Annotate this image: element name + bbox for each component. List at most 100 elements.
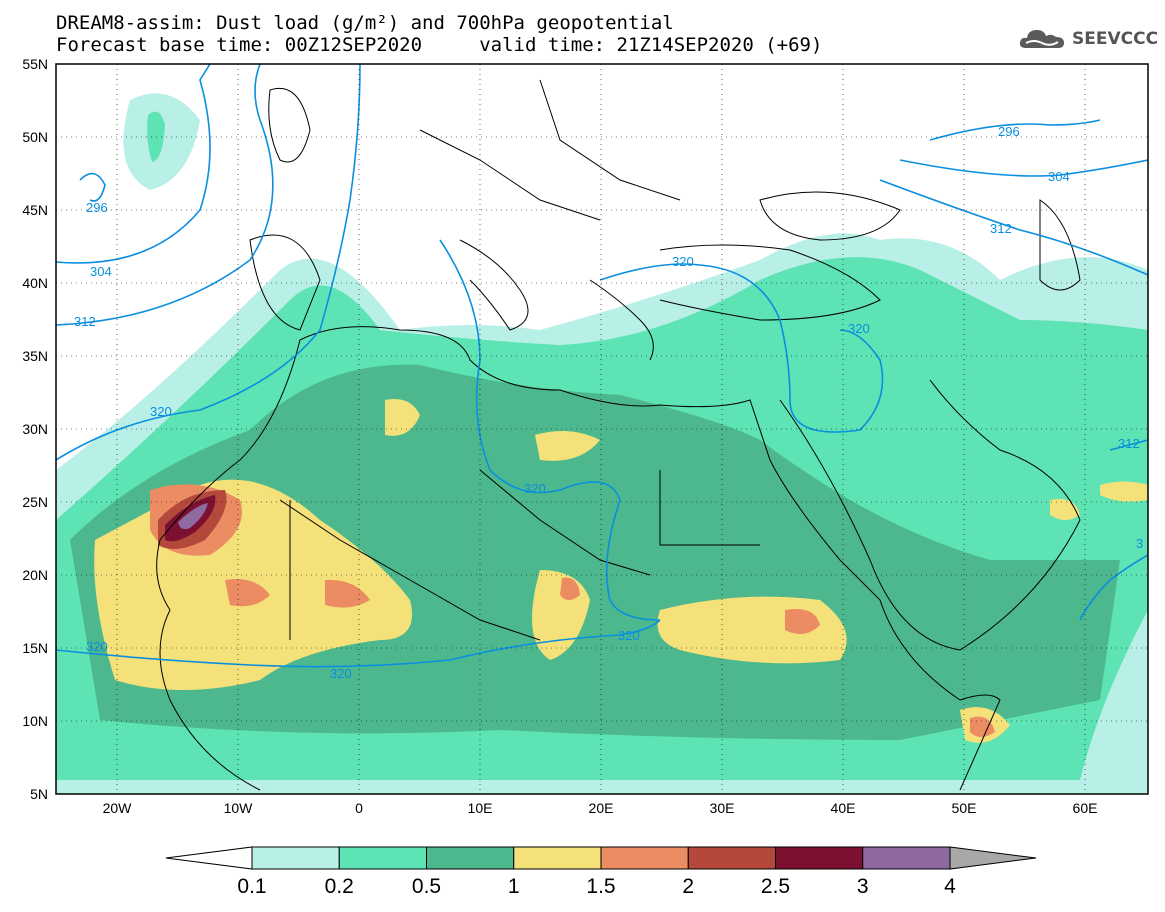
border-sahara-1	[279, 499, 541, 641]
contour-label: 320	[848, 321, 870, 336]
dust-level-1.5-e	[970, 716, 995, 737]
seevccc-logo: SEEVCCC	[1018, 26, 1158, 52]
contour-label: 320	[618, 628, 640, 643]
lon-labels: 20W 10W 0 10E 20E 30E 40E 50E 60E	[103, 800, 1098, 816]
contour-304-west	[56, 64, 211, 264]
dust-level-1.5-f	[560, 577, 580, 600]
colorbar-tick-label: 3	[857, 875, 869, 898]
coast-greece	[589, 279, 654, 361]
dust-level-1.5-c	[325, 579, 370, 608]
contour-label: 312	[990, 221, 1012, 236]
coast-italy	[459, 239, 529, 331]
lat-label: 20N	[22, 567, 48, 583]
colorbar-tick-label: 1	[508, 875, 520, 898]
contour-label: 320	[672, 254, 694, 269]
contour-label: 3	[1136, 536, 1143, 551]
contour-label: 296	[998, 124, 1020, 139]
colorbar-bin	[775, 846, 864, 870]
colorbar-bin	[251, 846, 340, 870]
contour-label: 320	[524, 481, 546, 496]
dust-level-1-d	[385, 399, 420, 436]
lon-label: 0	[355, 800, 363, 816]
contour-320-east	[599, 263, 884, 433]
colorbar-bin	[426, 846, 515, 870]
coast-turkey	[659, 244, 881, 321]
coast-caspian	[1039, 199, 1081, 291]
cloud-icon	[1019, 30, 1064, 48]
contour-label: 304	[90, 264, 112, 279]
colorbar-tick-label: 0.2	[325, 875, 354, 898]
forecast-times: Forecast base time: 00Z12SEP2020 valid t…	[56, 34, 823, 56]
colorbar-tick-label: 2	[682, 875, 694, 898]
lon-label: 60E	[1073, 800, 1098, 816]
colorbar-bin	[862, 846, 951, 870]
lat-label: 10N	[22, 713, 48, 729]
contour-label: 320	[86, 639, 108, 654]
colorbar-tick-label: 0.1	[237, 875, 266, 898]
dust-level-1-e	[535, 431, 600, 461]
lon-label: 10E	[468, 800, 493, 816]
colorbar-tick-label: 1.5	[586, 875, 615, 898]
coast-africa-west	[156, 459, 261, 791]
contour-labels: 296 304 312 296 304 312 320 320 320 320 …	[74, 124, 1143, 681]
coastlines	[156, 79, 1081, 791]
lon-label: 40E	[831, 800, 856, 816]
colorbar-under-arrow	[165, 846, 253, 870]
contour-label: 296	[86, 200, 108, 215]
coast-arabia	[779, 379, 1081, 651]
contour-320-main	[56, 619, 661, 668]
border-europe-1	[419, 129, 601, 221]
dust-level-3	[178, 503, 208, 530]
logo-text: SEEVCCC	[1072, 29, 1159, 49]
contour-296-west	[79, 172, 106, 202]
contour-312-west	[56, 64, 274, 326]
lon-label: 20W	[103, 800, 133, 816]
dust-level-1-h	[1100, 481, 1148, 502]
colorbar: 0.1 0.2 0.5 1 1.5 2 2.5 3 4	[165, 846, 1037, 898]
lat-label: 25N	[22, 494, 48, 510]
colorbar-bin	[338, 846, 427, 870]
contour-label: 304	[1048, 169, 1070, 184]
coast-uk	[268, 88, 311, 163]
lat-label: 40N	[22, 275, 48, 291]
colorbar-bin	[513, 846, 602, 870]
colorbar-bin	[600, 846, 689, 870]
lat-label: 5N	[30, 786, 48, 802]
colorbar-over-arrow	[949, 846, 1037, 870]
border-sahara-2	[479, 469, 651, 576]
lat-label: 50N	[22, 129, 48, 145]
colorbar-tick-label: 0.5	[412, 875, 441, 898]
contour-312-north	[879, 179, 1148, 276]
graticule	[56, 64, 1148, 794]
contour-label: 320	[330, 666, 352, 681]
contour-label: 320	[150, 404, 172, 419]
border-sahara-3	[659, 470, 760, 546]
coast-africa-north	[239, 326, 1001, 791]
contour-320-west	[56, 64, 361, 461]
colorbar-tick-label: 2.5	[761, 875, 790, 898]
lat-label: 35N	[22, 348, 48, 364]
dust-level-1.5-d	[785, 609, 820, 634]
lat-label: 30N	[22, 421, 48, 437]
lat-label: 15N	[22, 640, 48, 656]
contour-296-north	[929, 119, 1101, 141]
lon-label: 30E	[710, 800, 735, 816]
contour-304-north	[899, 159, 1148, 177]
lat-label: 55N	[22, 56, 48, 72]
lat-label: 45N	[22, 202, 48, 218]
dust-level-1.5-b	[225, 579, 270, 607]
contour-312-east	[1109, 439, 1148, 451]
lon-label: 20E	[589, 800, 614, 816]
contour-320-east2	[1079, 554, 1148, 621]
lat-labels: 55N 50N 45N 40N 35N 30N 25N 20N 15N 10N …	[22, 56, 48, 802]
contour-label: 312	[1118, 436, 1140, 451]
colorbar-tick-label: 4	[944, 875, 956, 898]
coast-europe	[249, 234, 321, 331]
border-europe-2	[539, 79, 681, 201]
colorbar-bin	[687, 846, 776, 870]
lon-label: 50E	[952, 800, 977, 816]
coast-blacksea	[759, 191, 901, 241]
chart-title: DREAM8-assim: Dust load (g/m²) and 700hP…	[56, 12, 674, 34]
lon-label: 10W	[224, 800, 254, 816]
